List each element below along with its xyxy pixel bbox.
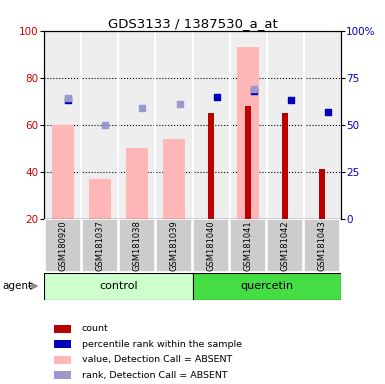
Point [65, 97, 72, 103]
Text: GSM181040: GSM181040 [206, 220, 216, 271]
Bar [54, 340, 72, 348]
Point [251, 86, 257, 92]
Bar [89, 179, 111, 219]
Point [176, 101, 182, 107]
Title: GDS3133 / 1387530_a_at: GDS3133 / 1387530_a_at [108, 17, 277, 30]
Bar [282, 113, 288, 219]
Point [139, 105, 146, 111]
Bar [126, 148, 148, 219]
Text: GSM181041: GSM181041 [244, 220, 253, 271]
Bar [156, 219, 192, 272]
Point [102, 122, 109, 128]
Point [251, 88, 257, 94]
Text: value, Detection Call = ABSENT: value, Detection Call = ABSENT [82, 355, 232, 364]
Bar [245, 106, 251, 219]
Bar [208, 113, 214, 219]
Text: quercetin: quercetin [240, 281, 293, 291]
Bar [320, 169, 325, 219]
Point [214, 93, 220, 99]
Bar [237, 47, 259, 219]
Bar [119, 219, 155, 272]
Text: percentile rank within the sample: percentile rank within the sample [82, 340, 242, 349]
Bar [163, 139, 185, 219]
Bar [44, 273, 192, 300]
Bar [267, 219, 303, 272]
Point [325, 109, 331, 115]
Bar [54, 356, 72, 364]
Text: GSM181042: GSM181042 [281, 220, 290, 271]
Bar [45, 219, 80, 272]
Text: control: control [99, 281, 138, 291]
Text: GSM181043: GSM181043 [318, 220, 327, 271]
Text: GSM181039: GSM181039 [169, 220, 179, 271]
Bar [192, 273, 341, 300]
Bar [54, 371, 72, 379]
Text: count: count [82, 324, 109, 333]
Text: GSM180920: GSM180920 [58, 220, 67, 271]
Text: rank, Detection Call = ABSENT: rank, Detection Call = ABSENT [82, 371, 228, 380]
Bar [305, 219, 340, 272]
Text: GSM181037: GSM181037 [95, 220, 104, 271]
Bar [52, 125, 74, 219]
Text: agent: agent [2, 281, 32, 291]
Text: GSM181038: GSM181038 [132, 220, 141, 271]
Bar [82, 219, 118, 272]
Point [288, 97, 294, 103]
Bar [54, 325, 72, 333]
Point [65, 95, 72, 101]
Bar [193, 219, 229, 272]
Bar [230, 219, 266, 272]
